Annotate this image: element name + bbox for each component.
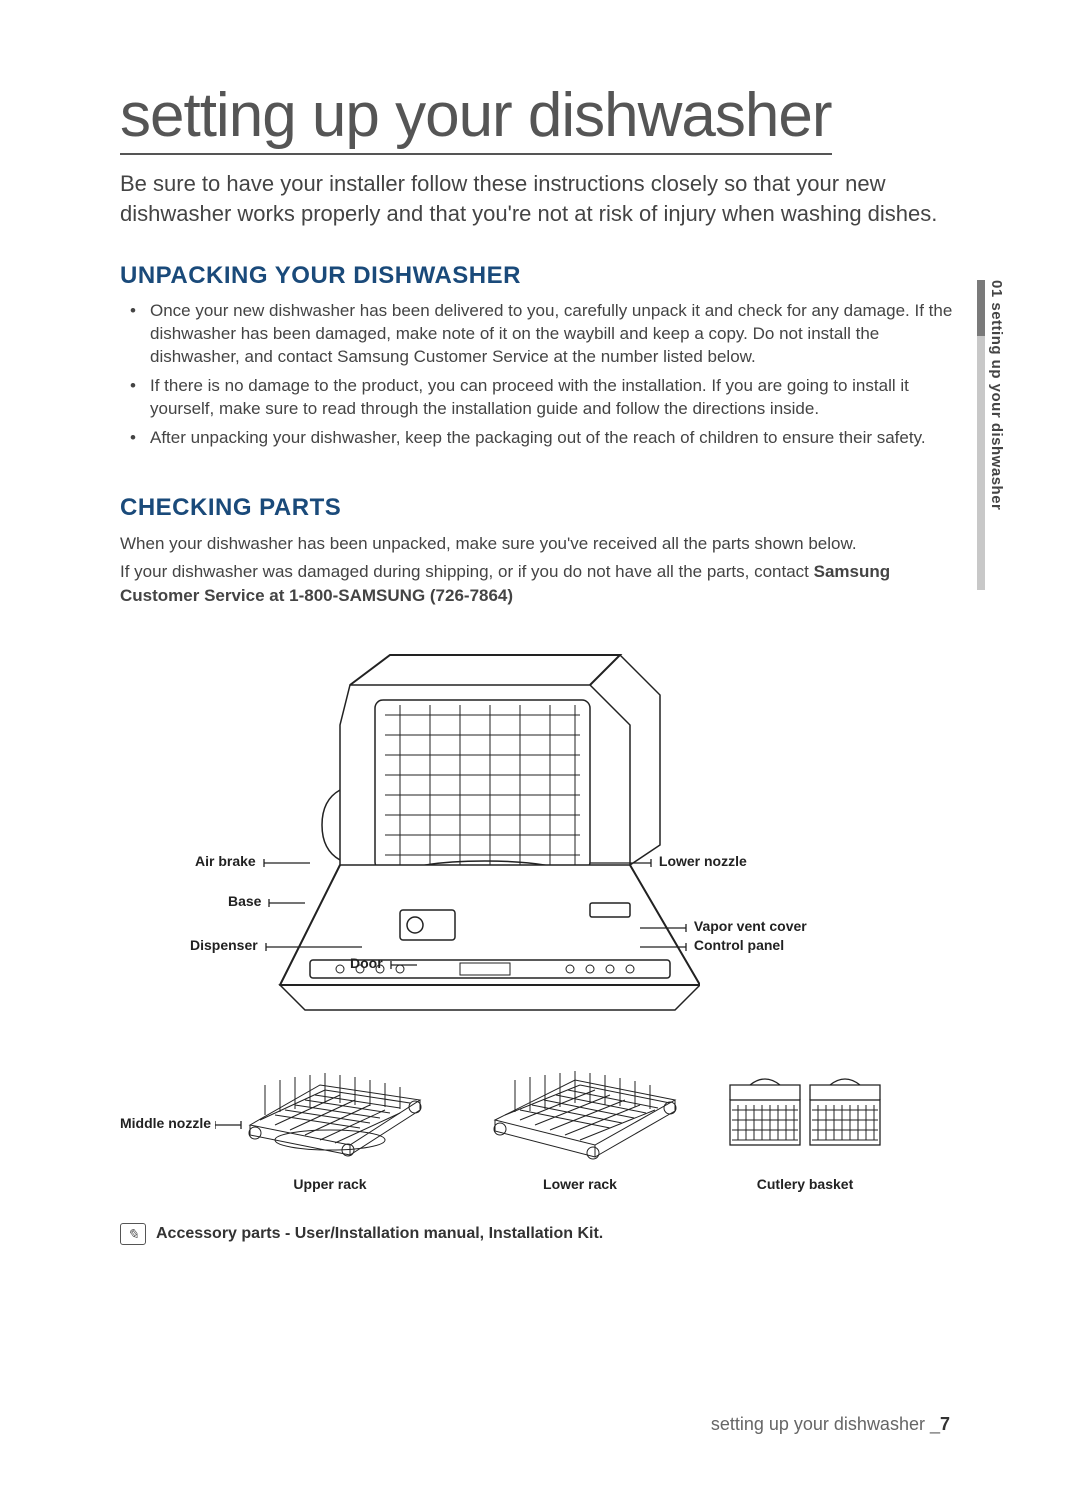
unpacking-heading: UNPACKING YOUR DISHWASHER (120, 262, 970, 290)
page-title: setting up your dishwasher (120, 80, 832, 155)
side-tab-text: 01 setting up your dishwasher (991, 280, 1005, 590)
side-tab: 01 setting up your dishwasher (977, 280, 1005, 590)
label-vapor-vent: Vapor vent cover (640, 918, 807, 934)
upper-rack-figure: Upper rack (230, 1035, 430, 1192)
footer-page-number: 7 (940, 1414, 950, 1434)
note-icon: ✎ (120, 1223, 146, 1245)
accessory-note: ✎ Accessory parts - User/Installation ma… (120, 1223, 970, 1245)
cutlery-basket-figure: Cutlery basket (720, 1065, 890, 1192)
checking-heading: CHECKING PARTS (120, 494, 970, 522)
unpacking-bullet: After unpacking your dishwasher, keep th… (150, 427, 960, 450)
upper-rack-icon (230, 1035, 430, 1165)
upper-rack-caption: Upper rack (230, 1176, 430, 1192)
label-dispenser: Dispenser (190, 937, 290, 953)
side-tab-bar (977, 280, 985, 590)
lower-rack-figure: Lower rack (480, 1035, 680, 1192)
cutlery-basket-caption: Cutlery basket (720, 1176, 890, 1192)
dishwasher-schematic (270, 645, 700, 1035)
label-lower-nozzle: Lower nozzle (590, 853, 747, 869)
lower-rack-caption: Lower rack (480, 1176, 680, 1192)
checking-intro-1: When your dishwasher has been unpacked, … (120, 532, 960, 556)
manual-page: 01 setting up your dishwasher setting up… (0, 0, 1080, 1495)
label-door: Door (350, 955, 417, 971)
footer-text: setting up your dishwasher _ (711, 1414, 940, 1434)
label-middle-nozzle: Middle nozzle (120, 1115, 245, 1131)
checking-intro-2-prefix: If your dishwasher was damaged during sh… (120, 562, 814, 581)
parts-diagram: Air brake Base Dispenser Door Lower nozz… (120, 635, 970, 1195)
label-air-brake: Air brake (195, 853, 285, 869)
intro-paragraph: Be sure to have your installer follow th… (120, 169, 955, 228)
unpacking-bullets: Once your new dishwasher has been delive… (120, 300, 960, 450)
checking-intro-2: If your dishwasher was damaged during sh… (120, 560, 960, 608)
label-base: Base (228, 893, 286, 909)
unpacking-bullet: Once your new dishwasher has been delive… (150, 300, 960, 369)
label-control-panel: Control panel (640, 937, 784, 953)
unpacking-bullet: If there is no damage to the product, yo… (150, 375, 960, 421)
lower-rack-icon (480, 1035, 680, 1165)
accessory-note-text: Accessory parts - User/Installation manu… (156, 1225, 603, 1243)
page-footer: setting up your dishwasher _7 (711, 1414, 950, 1435)
cutlery-basket-icon (720, 1065, 890, 1165)
